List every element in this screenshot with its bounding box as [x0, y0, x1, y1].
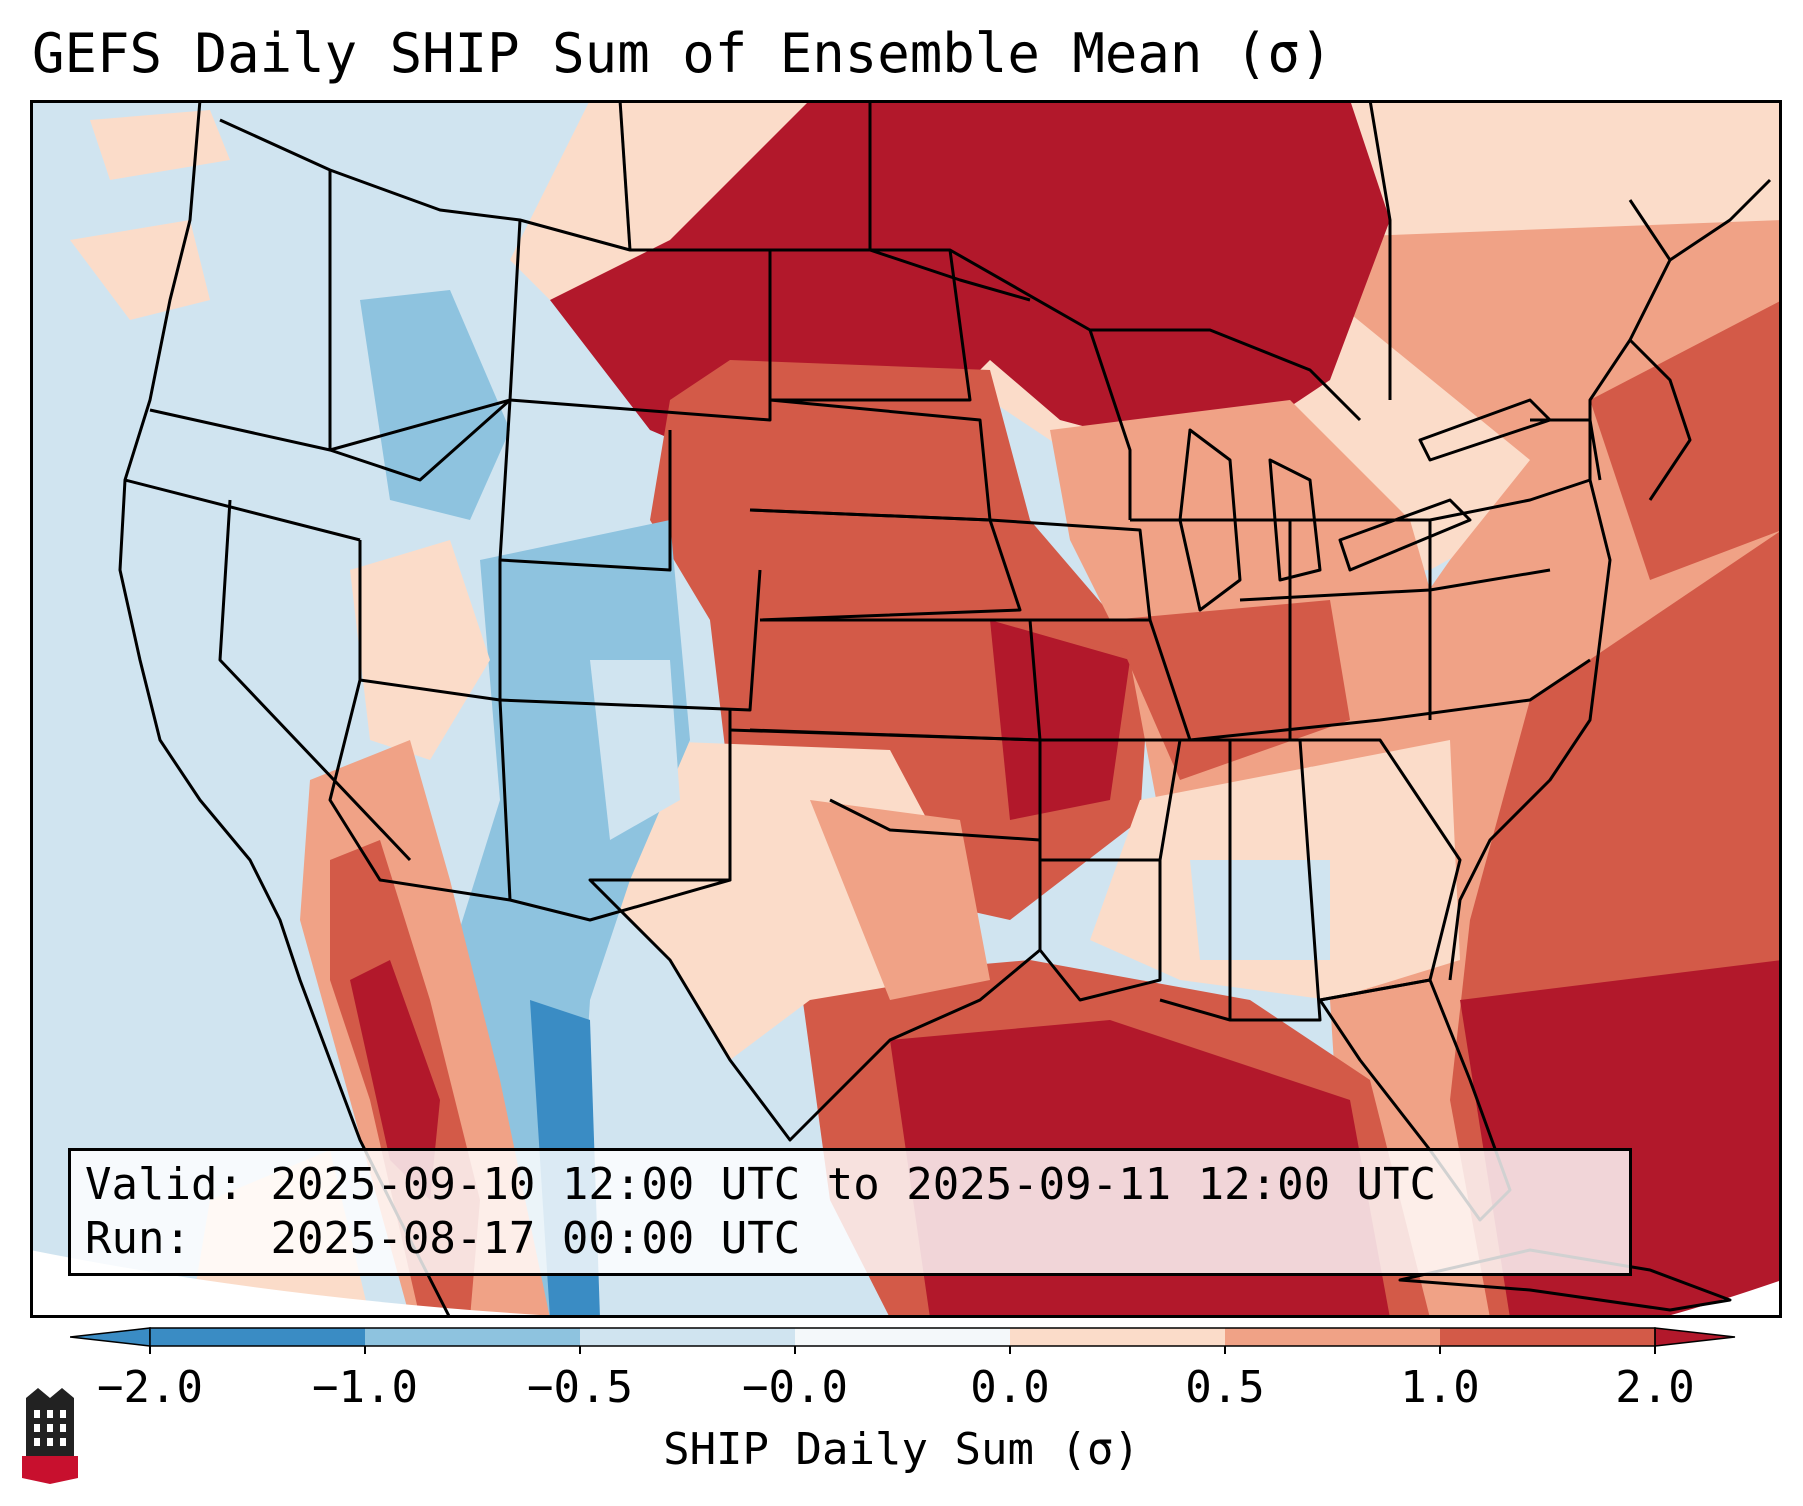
map-title: GEFS Daily SHIP Sum of Ensemble Mean (σ) [32, 22, 1333, 85]
colorbar-tick-label: 0.5 [1185, 1362, 1265, 1413]
colorbar-extend-high [1654, 1327, 1736, 1347]
colorbar-segment [1225, 1328, 1440, 1346]
colorbar-tick-label: 2.0 [1615, 1362, 1695, 1413]
valid-run-box: Valid: 2025-09-10 12:00 UTC to 2025-09-1… [68, 1148, 1632, 1276]
colorbar-segment [1440, 1328, 1655, 1346]
colorbar-extend-low [70, 1327, 151, 1347]
colorbar-segment [1010, 1328, 1225, 1346]
valid-line: Valid: 2025-09-10 12:00 UTC to 2025-09-1… [85, 1159, 1436, 1210]
field-shading [30, 100, 1782, 1318]
colorbar-tick-label: −0.0 [742, 1362, 848, 1413]
colorbar-border [149, 1327, 1656, 1347]
colorbar-tick-label: 0.0 [970, 1362, 1050, 1413]
map-panel [30, 100, 1782, 1318]
colorbar-segment [795, 1328, 1010, 1346]
run-value: 2025-08-17 00:00 UTC [270, 1213, 801, 1264]
valid-value: 2025-09-10 12:00 UTC to 2025-09-11 12:00… [270, 1159, 1437, 1210]
colorbar-title: SHIP Daily Sum (σ) [663, 1424, 1140, 1475]
colorbar-segment [150, 1328, 365, 1346]
colorbar [70, 1327, 1736, 1354]
colorbar-segment [365, 1328, 580, 1346]
valid-label: Valid: [85, 1159, 244, 1210]
run-label: Run: [85, 1213, 191, 1264]
map-boundaries [118, 100, 1772, 1318]
colorbar-tick-label: 1.0 [1400, 1362, 1480, 1413]
colorbar-tick-label: −0.5 [527, 1362, 633, 1413]
map-frame [30, 100, 1782, 1318]
colorbar-tick-label: −2.0 [97, 1362, 203, 1413]
colorbar-tick-label: −1.0 [312, 1362, 418, 1413]
colorbar-segment [580, 1328, 795, 1346]
run-line: Run: 2025-08-17 00:00 UTC [85, 1213, 800, 1264]
niu-logo [22, 1388, 78, 1484]
